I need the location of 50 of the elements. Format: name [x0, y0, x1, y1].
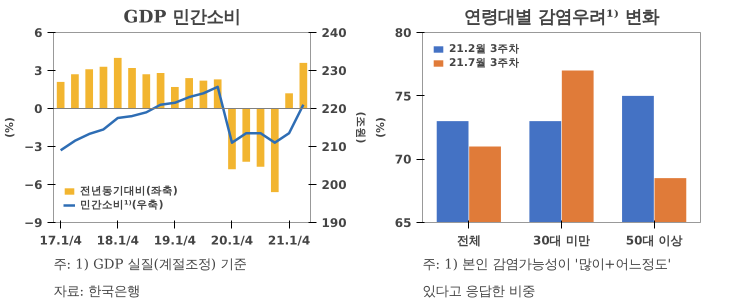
y2-tick-label: 230: [322, 64, 347, 78]
bar: [242, 108, 250, 162]
y-tick-label: 3: [34, 64, 43, 78]
y-tick-label: 80: [394, 26, 412, 40]
legend-label: 민간소비¹⁾(우축): [80, 198, 164, 212]
text: 주: 1) GDP 실질(계절조정) 기준: [54, 258, 246, 272]
x-tick-label: 17.1/4: [39, 234, 82, 248]
bar: [270, 108, 279, 192]
y-tick-label: 70: [394, 152, 412, 167]
y2-tick-label: 210: [322, 140, 347, 154]
y2-tick-label: 240: [322, 26, 347, 40]
bar: [100, 66, 108, 108]
y2-tick-label: 200: [322, 178, 347, 192]
x-tick-label: 30대 미만: [533, 234, 590, 248]
y-tick-label: −3: [24, 140, 42, 154]
bar: [142, 74, 150, 108]
bar: [71, 74, 79, 108]
bar: [85, 69, 94, 108]
y-axis-title: (%): [374, 117, 387, 138]
y-axis-title: (%): [3, 117, 16, 138]
bar: [128, 68, 136, 108]
y2-axis-title: (조원): [354, 112, 368, 144]
text: 자료: 한국은행: [54, 284, 140, 300]
bar: [256, 108, 264, 167]
x-tick-label: 21.1/4: [268, 234, 310, 248]
y-tick-label: −9: [24, 216, 42, 230]
text: 있다고 응답한 비중: [422, 284, 535, 300]
y-tick-label: 6: [34, 26, 43, 40]
y-tick-label: 75: [394, 89, 412, 104]
y-tick-label: 0: [34, 102, 43, 116]
y2-tick-label: 220: [322, 102, 347, 116]
line-series: [59, 86, 305, 152]
x-tick-label: 전체: [456, 234, 481, 248]
chart-title: 연령대별 감염우려¹⁾ 변화: [464, 8, 659, 28]
bar: [300, 62, 308, 108]
legend-label: 21.7월 3주차: [449, 56, 520, 70]
y2-tick-label: 190: [322, 216, 347, 230]
legend-label: 21.2월 3주차: [449, 42, 520, 56]
x-tick-label: 20.1/4: [210, 234, 254, 248]
bar: [114, 58, 122, 108]
legend-label: 전년동기대비(좌축): [80, 184, 178, 198]
x-tick-label: 50대 이상: [626, 234, 683, 248]
bar: [285, 93, 293, 108]
y-tick-label: 65: [394, 216, 412, 230]
text: 주: 1) 본인 감염가능성이 '많이+어느정도': [422, 258, 672, 272]
y-tick-label: −6: [24, 178, 42, 192]
chart-title: GDP 민간소비: [124, 8, 240, 28]
x-tick-label: 19.1/4: [154, 234, 196, 248]
x-tick-label: 18.1/4: [96, 234, 139, 248]
bar: [56, 82, 64, 108]
